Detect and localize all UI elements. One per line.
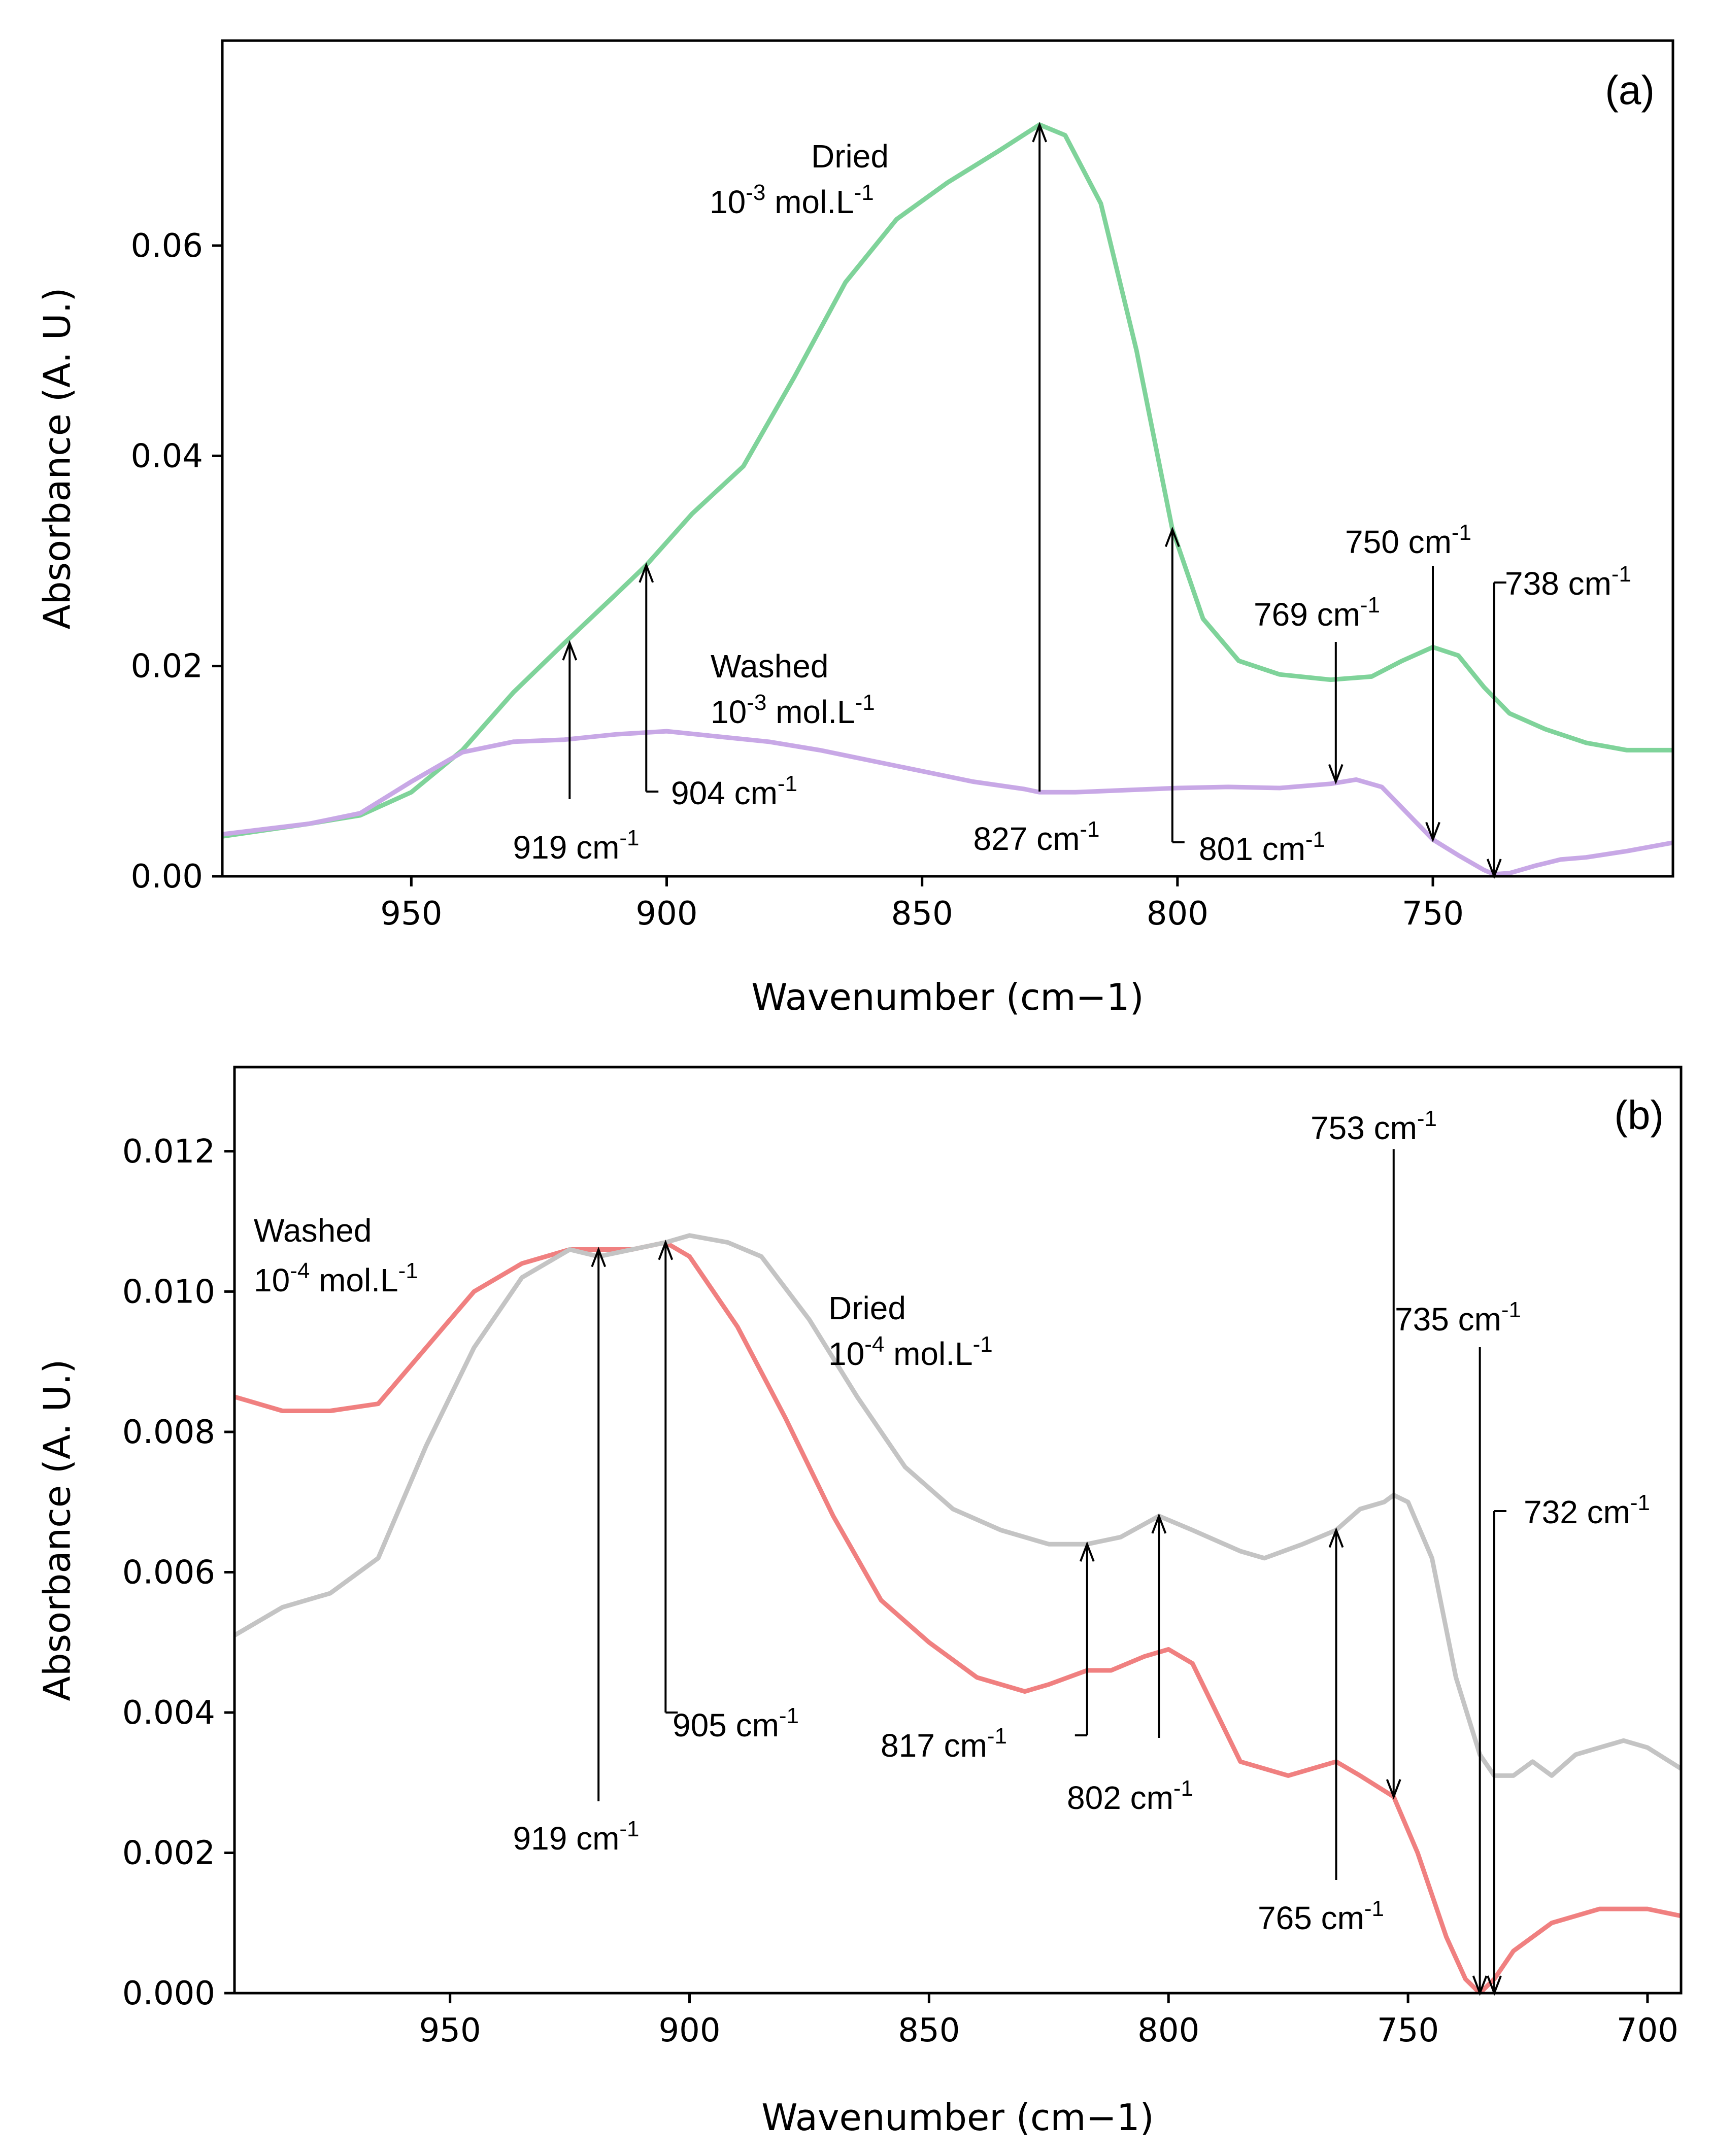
x-tick-label: 750: [1377, 2012, 1439, 2049]
series-label-name: Dried: [811, 138, 889, 175]
x-axis-title: Wavenumber (cm−1): [751, 976, 1144, 1018]
y-tick-label: 0.04: [131, 437, 204, 475]
series-label-conc: 10-3 mol.L-1: [710, 180, 874, 220]
annotation-801: 801 cm-1: [1164, 526, 1325, 867]
annotation-arrow-head: [1032, 122, 1048, 143]
chart-panel-a: 950 900 850 800 750 0.00 0.02 0.04 0.06 Wavenumbe…: [36, 39, 1674, 1018]
x-tick-label: 950: [380, 895, 442, 933]
y-tick-label: 0.00: [131, 858, 204, 896]
x-tick-label: 700: [1617, 2012, 1679, 2049]
x-axis-title: Wavenumber (cm−1): [761, 2096, 1154, 2139]
annotation-label: 802 cm-1: [1067, 1776, 1193, 1816]
y-tick-label: 0.012: [122, 1133, 215, 1171]
x-tick-label: 800: [1137, 2012, 1199, 2049]
annotation-735: 735 cm-1: [1395, 1297, 1521, 1996]
series-label-conc: 10-4 mol.L-1: [254, 1258, 418, 1298]
annotation-arrow-head: [1386, 1779, 1401, 1800]
annotation-919: 919 cm-1: [513, 640, 640, 866]
annotation-label: 919 cm-1: [513, 1817, 640, 1857]
annotation-arrow-head: [1328, 764, 1344, 785]
panel-label: (a): [1605, 67, 1655, 113]
annotation-label: 817 cm-1: [881, 1724, 1007, 1764]
annotation-label: 750 cm-1: [1345, 520, 1471, 560]
y-tick-label: 0.002: [122, 1834, 215, 1872]
annotation-arrow-head: [658, 1240, 674, 1260]
series-label-name: Washed: [711, 648, 828, 685]
panel-label: (b): [1614, 1092, 1664, 1138]
plot-frame: [221, 39, 1674, 878]
annotation-label: 904 cm-1: [671, 771, 797, 811]
annotation-817: 817 cm-1: [881, 1541, 1095, 1764]
series-line-1: [222, 729, 1673, 876]
annotation-label: 753 cm-1: [1311, 1106, 1437, 1146]
y-tick-label: 0.02: [131, 648, 204, 686]
x-tick-label: 950: [419, 2012, 481, 2049]
annotation-905: 905 cm-1: [658, 1240, 799, 1743]
plot-frame: [233, 1066, 1683, 1995]
chart-panel-b: 950 900 850 800 750 700 0.000 0.002 0.004 0.006 0.…: [36, 1066, 1683, 2139]
series-label-name: Dried: [828, 1290, 906, 1326]
series-line-0: [222, 122, 1673, 839]
annotation-750: 750 cm-1: [1345, 520, 1471, 843]
annotation-label: 769 cm-1: [1254, 593, 1380, 633]
annotation-732: 732 cm-1: [1487, 1490, 1650, 1996]
annotation-label: 732 cm-1: [1524, 1490, 1650, 1530]
annotation-label: 905 cm-1: [673, 1703, 799, 1743]
annotation-919: 919 cm-1: [513, 1246, 640, 1857]
y-tick-label: 0.000: [122, 1975, 215, 2012]
series-label-conc: 10-3 mol.L-1: [711, 690, 875, 730]
annotation-arrow-head: [1472, 1975, 1488, 1996]
x-tick-label: 900: [635, 895, 697, 933]
annotation-904: 904 cm-1: [639, 562, 797, 811]
annotation-769: 769 cm-1: [1254, 593, 1380, 785]
annotation-738: 738 cm-1: [1486, 562, 1631, 879]
annotation-802: 802 cm-1: [1067, 1513, 1193, 1816]
annotation-arrow-head: [639, 562, 654, 583]
annotation-label: 827 cm-1: [974, 817, 1100, 857]
y-axis-title: Absorbance (A. U.): [36, 288, 79, 630]
annotation-arrow-head: [1486, 859, 1502, 879]
annotation-arrow-head: [1151, 1513, 1167, 1534]
y-axis-title: Absorbance (A. U.): [36, 1359, 79, 1701]
y-tick-label: 0.008: [122, 1414, 215, 1451]
x-tick-label: 800: [1147, 895, 1209, 933]
annotation-arrow-head: [562, 640, 578, 661]
series-label-name: Washed: [254, 1212, 372, 1249]
annotation-arrow-head: [591, 1246, 607, 1268]
annotation-arrow-head: [1487, 1975, 1502, 1996]
annotation-arrow-head: [1164, 526, 1180, 547]
annotation-arrow-head: [1079, 1541, 1095, 1562]
annotation-753: 753 cm-1: [1311, 1106, 1437, 1800]
x-tick-label: 850: [891, 895, 953, 933]
annotation-label: 765 cm-1: [1258, 1896, 1384, 1936]
x-tick-label: 850: [898, 2012, 960, 2049]
annotation-827: 827 cm-1: [974, 122, 1100, 857]
annotation-765: 765 cm-1: [1258, 1527, 1384, 1936]
y-tick-label: 0.004: [122, 1694, 215, 1732]
annotation-label: 738 cm-1: [1505, 562, 1631, 602]
annotation-label: 735 cm-1: [1395, 1297, 1521, 1338]
annotation-label: 919 cm-1: [513, 826, 640, 866]
annotation-arrow-head: [1328, 1527, 1344, 1548]
x-tick-label: 900: [658, 2012, 720, 2049]
x-tick-label: 750: [1402, 895, 1464, 933]
series-label-conc: 10-4 mol.L-1: [828, 1332, 993, 1372]
series-line-1: [234, 1233, 1681, 1778]
annotation-arrow-head: [1425, 822, 1440, 843]
y-tick-label: 0.010: [122, 1273, 215, 1311]
y-tick-label: 0.06: [131, 227, 204, 265]
y-tick-label: 0.006: [122, 1554, 215, 1591]
annotation-label: 801 cm-1: [1199, 827, 1325, 867]
